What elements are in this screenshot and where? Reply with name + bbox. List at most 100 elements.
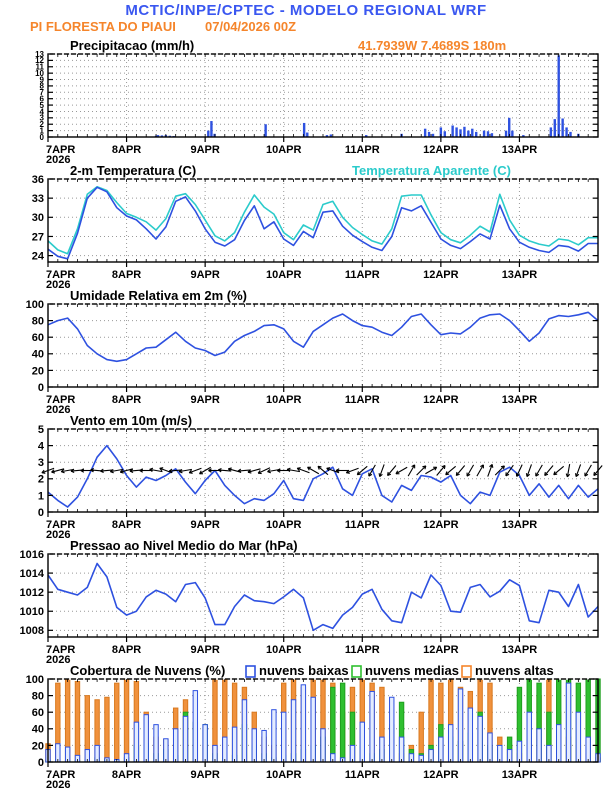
- svg-text:2026: 2026: [46, 279, 70, 288]
- panel-title-pressure: Pressao ao Nivel Medio do Mar (hPa): [70, 538, 298, 553]
- svg-text:13APR: 13APR: [502, 769, 538, 781]
- svg-text:27: 27: [32, 231, 44, 243]
- legend-label-low-clouds: nuvens baixas: [259, 663, 349, 678]
- svg-text:24: 24: [32, 250, 45, 262]
- svg-text:13APR: 13APR: [502, 394, 538, 406]
- svg-text:2: 2: [38, 474, 44, 486]
- svg-text:1012: 1012: [20, 587, 44, 599]
- svg-text:60: 60: [32, 707, 44, 719]
- legend-swatch-high-clouds: [461, 665, 472, 678]
- svg-text:12APR: 12APR: [423, 269, 459, 281]
- svg-text:5: 5: [38, 424, 44, 436]
- svg-text:4: 4: [40, 107, 45, 116]
- svg-text:100: 100: [26, 674, 44, 686]
- pressure-line: [47, 562, 599, 632]
- svg-text:60: 60: [32, 332, 44, 344]
- svg-text:9APR: 9APR: [190, 769, 219, 781]
- panel-title-temperature: 2-m Temperatura (C): [70, 163, 196, 178]
- svg-text:8APR: 8APR: [112, 269, 141, 281]
- svg-text:7: 7: [40, 88, 45, 97]
- temperature-2m-line: [47, 186, 598, 260]
- legend-swatch-low-clouds: [245, 665, 256, 678]
- panel-humidity: Umidade Relativa em 2m (%) 0 20 40 60 80 100 7…: [26, 288, 599, 413]
- svg-text:2: 2: [40, 120, 45, 129]
- svg-text:80: 80: [32, 315, 44, 327]
- svg-text:9APR: 9APR: [190, 519, 219, 531]
- svg-text:1: 1: [40, 126, 45, 135]
- legend-label-mid-clouds: nuvens medias: [365, 663, 459, 678]
- svg-text:30: 30: [32, 212, 44, 224]
- wind-speed-line: [47, 444, 599, 508]
- svg-text:8APR: 8APR: [112, 144, 141, 156]
- svg-text:2026: 2026: [46, 654, 70, 663]
- svg-text:1008: 1008: [20, 625, 44, 637]
- svg-text:12APR: 12APR: [423, 394, 459, 406]
- svg-text:100: 100: [26, 299, 44, 311]
- svg-text:10APR: 10APR: [266, 519, 302, 531]
- svg-text:10APR: 10APR: [266, 644, 302, 656]
- svg-text:2026: 2026: [46, 529, 70, 538]
- svg-text:1: 1: [38, 490, 44, 502]
- svg-text:13APR: 13APR: [502, 519, 538, 531]
- panel-pressure: Pressao ao Nivel Medio do Mar (hPa) 1008…: [20, 538, 599, 663]
- svg-text:36: 36: [32, 174, 44, 186]
- svg-text:13APR: 13APR: [502, 644, 538, 656]
- svg-text:11APR: 11APR: [345, 394, 380, 406]
- svg-text:11APR: 11APR: [345, 519, 380, 531]
- model-title: MCTIC/INPE/CPTEC - MODELO REGIONAL WRF: [125, 2, 487, 19]
- svg-text:40: 40: [32, 349, 44, 361]
- svg-text:8APR: 8APR: [112, 394, 141, 406]
- svg-text:33: 33: [32, 193, 44, 205]
- panel-cloud-cover: Cobertura de Nuvens (%) nuvens baixas nu…: [26, 663, 601, 788]
- svg-text:9: 9: [40, 75, 45, 84]
- svg-text:11APR: 11APR: [345, 269, 380, 281]
- svg-text:0: 0: [38, 757, 44, 769]
- svg-text:12: 12: [35, 56, 44, 65]
- precipitation-bars: [154, 55, 580, 137]
- svg-text:80: 80: [32, 690, 44, 702]
- humidity-line: [47, 311, 599, 363]
- svg-text:2026: 2026: [46, 154, 70, 163]
- svg-text:10: 10: [35, 69, 44, 78]
- svg-text:7APR: 7APR: [46, 394, 75, 406]
- page-header: MCTIC/INPE/CPTEC - MODELO REGIONAL WRF P…: [0, 0, 612, 38]
- svg-text:8APR: 8APR: [112, 644, 141, 656]
- svg-text:9APR: 9APR: [190, 644, 219, 656]
- panel-precipitation: Precipitacao (mm/h) 41.7939W 7.4689S 180…: [35, 38, 599, 163]
- svg-text:12APR: 12APR: [423, 519, 459, 531]
- svg-text:9APR: 9APR: [190, 269, 219, 281]
- run-datetime: 07/04/2026 00Z: [205, 19, 297, 34]
- svg-text:8: 8: [40, 82, 45, 91]
- svg-text:9APR: 9APR: [190, 144, 219, 156]
- svg-text:4: 4: [38, 440, 45, 452]
- svg-text:13APR: 13APR: [502, 269, 538, 281]
- svg-text:12APR: 12APR: [423, 644, 459, 656]
- svg-text:7APR: 7APR: [46, 519, 75, 531]
- svg-text:7APR: 7APR: [46, 769, 75, 781]
- panel-title-cloud-cover: Cobertura de Nuvens (%): [70, 663, 225, 678]
- svg-text:1010: 1010: [20, 606, 44, 618]
- legend-label-high-clouds: nuvens altas: [475, 663, 554, 678]
- svg-text:0: 0: [38, 507, 44, 519]
- svg-text:2026: 2026: [46, 779, 70, 788]
- svg-text:13APR: 13APR: [502, 144, 538, 156]
- svg-text:10APR: 10APR: [266, 769, 302, 781]
- station-name: PI FLORESTA DO PIAUI: [30, 19, 176, 34]
- svg-text:1014: 1014: [20, 568, 45, 580]
- panel-title-humidity: Umidade Relativa em 2m (%): [70, 288, 247, 303]
- svg-text:1016: 1016: [20, 549, 44, 561]
- legend-swatch-mid-clouds: [351, 665, 362, 678]
- svg-text:0: 0: [38, 382, 44, 394]
- station-coordinates-label: 41.7939W 7.4689S 180m: [358, 38, 506, 53]
- svg-text:0: 0: [40, 133, 45, 142]
- svg-text:11APR: 11APR: [345, 769, 380, 781]
- svg-text:13: 13: [35, 50, 44, 59]
- panel-title-precipitation: Precipitacao (mm/h): [70, 38, 194, 53]
- svg-text:10APR: 10APR: [266, 394, 302, 406]
- svg-text:8APR: 8APR: [112, 519, 141, 531]
- svg-text:2026: 2026: [46, 404, 70, 413]
